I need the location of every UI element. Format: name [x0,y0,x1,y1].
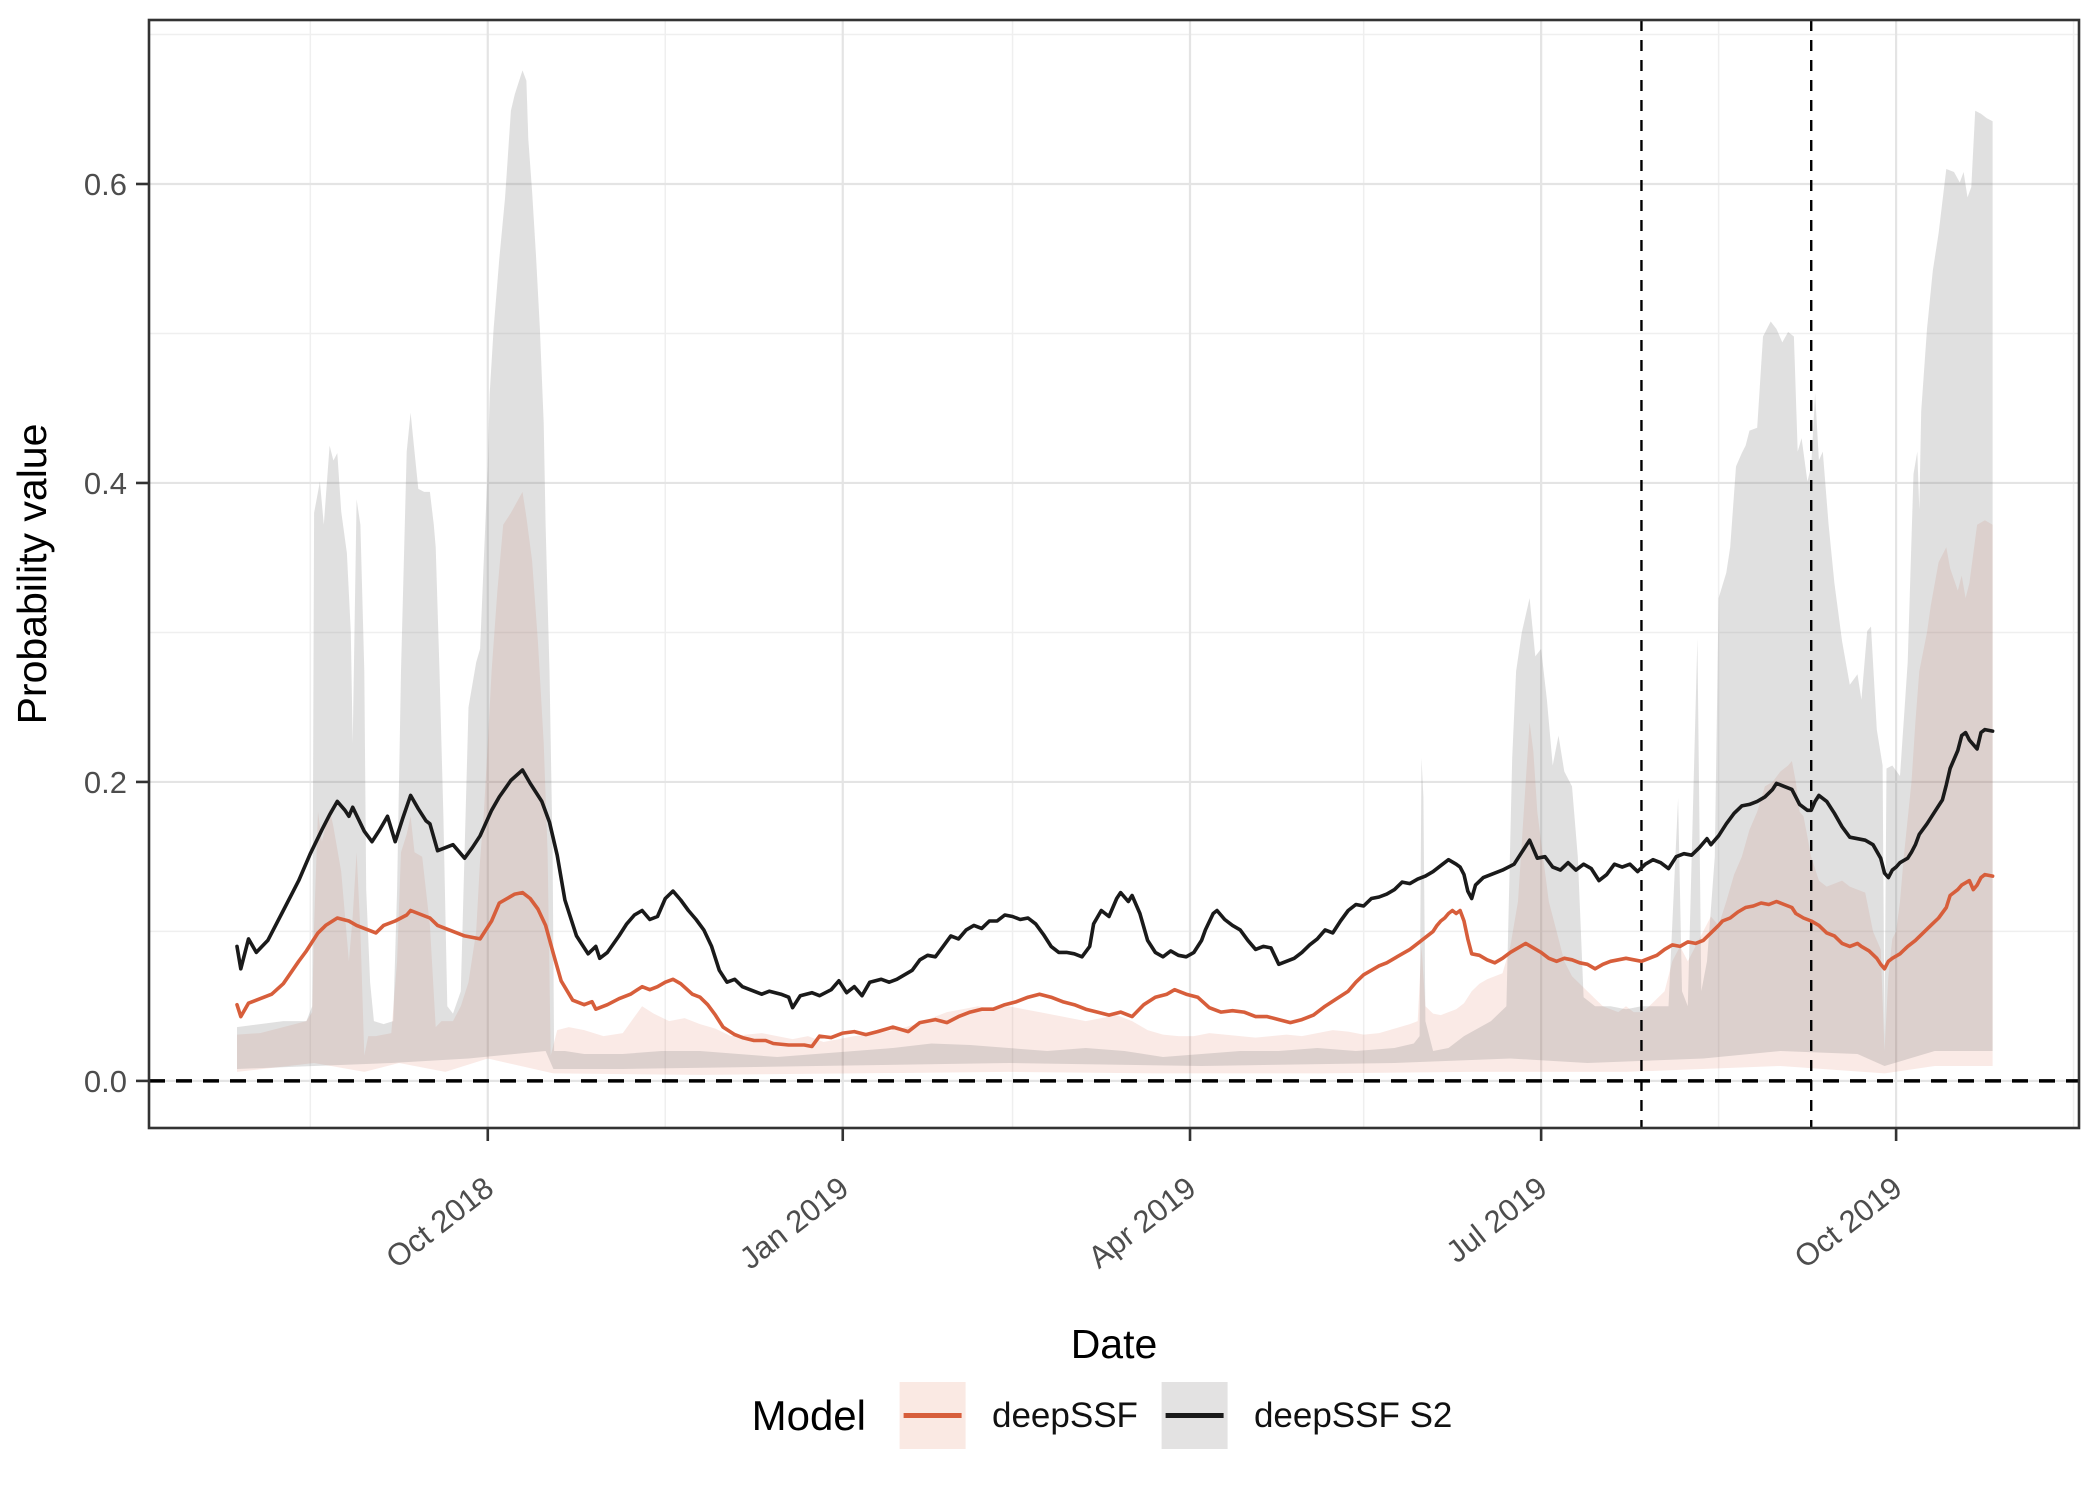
legend-label-deepssf: deepSSF [992,1395,1138,1435]
legend-label-deepssf-s2: deepSSF S2 [1253,1395,1453,1435]
y-tick-label: 0.2 [84,765,127,800]
y-tick-label: 0.0 [84,1064,127,1099]
x-tick-label: Oct 2018 [379,1170,500,1275]
legend-item-deepssf-s2[interactable]: deepSSF S2 [1161,1382,1453,1449]
y-tick-label: 0.4 [84,466,127,501]
line-deepssf-s2 [235,727,1995,1010]
panel-border [147,18,2081,1130]
x-axis-title: Date [1071,1321,1158,1367]
y-axis-title: Probability value [9,424,55,725]
confidence-ribbons [237,70,1993,1075]
line-deepssf [235,872,1995,1049]
x-tick-label: Apr 2019 [1082,1170,1203,1275]
legend-title: Model [751,1391,866,1439]
legend: Model deepSSF deepSSF S2 [752,1382,1477,1449]
y-tick-label: 0.6 [84,167,127,202]
reference-lines [149,20,2079,1128]
panel-background [149,20,2079,1128]
x-tick-label: Jan 2019 [733,1170,855,1276]
axis-ticks [136,182,1898,1141]
series-lines [235,727,1995,1049]
ribbon-deepssf-s2-interval [237,70,1993,1069]
legend-key-deepssf-s2 [1161,1382,1228,1449]
ribbon-deepssf-interval [237,491,1993,1075]
legend-item-deepssf[interactable]: deepSSF [900,1382,1138,1449]
x-tick-label: Jul 2019 [1440,1170,1554,1270]
x-tick-label: Oct 2019 [1788,1170,1909,1275]
grid-minor [149,20,2079,1128]
legend-key-deepssf [900,1382,966,1449]
